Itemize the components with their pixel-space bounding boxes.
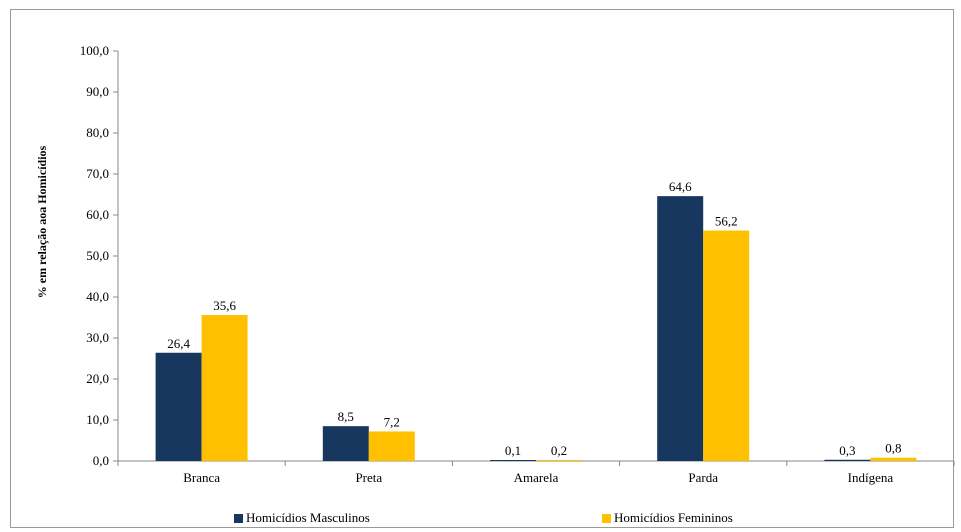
axes: 0,0 10,0 20,0 30,0 40,0 50,0 60,0 70,0 80,0 90,0 1…	[80, 43, 955, 485]
legend-swatch-femininos	[602, 513, 611, 523]
bar-masculinos	[657, 196, 704, 461]
y-tick-label: 80,0	[86, 125, 109, 140]
data-label: 7,2	[384, 414, 400, 429]
data-label: 0,3	[839, 443, 855, 458]
bar-femininos	[201, 315, 248, 461]
y-tick-label: 40,0	[86, 289, 109, 304]
y-tick-label: 60,0	[86, 207, 109, 222]
data-label: 26,4	[167, 336, 190, 351]
legend-item-femininos: Homicídios Femininos	[602, 510, 733, 526]
y-tick-label: 0,0	[93, 453, 109, 468]
y-tick-label: 70,0	[86, 166, 109, 181]
y-tick-label: 50,0	[86, 248, 109, 263]
legend-label-femininos: Homicídios Femininos	[614, 510, 733, 525]
x-tick-label: Parda	[688, 470, 718, 485]
data-label: 35,6	[213, 298, 236, 313]
data-label: 8,5	[338, 409, 354, 424]
data-label: 64,6	[669, 179, 692, 194]
bars	[155, 196, 917, 461]
y-tick-label: 100,0	[80, 43, 109, 58]
legend-label-masculinos: Homicídios Masculinos	[246, 510, 370, 525]
data-label: 56,2	[715, 214, 738, 229]
data-label: 0,2	[551, 443, 567, 458]
x-tick-label: Preta	[355, 470, 382, 485]
bar-masculinos	[322, 426, 369, 461]
bar-femininos	[368, 431, 415, 461]
data-label: 0,8	[885, 441, 901, 456]
y-tick-label: 10,0	[86, 412, 109, 427]
bar-femininos	[703, 230, 750, 461]
bar-femininos	[536, 460, 582, 461]
data-label: 0,1	[505, 443, 521, 458]
bar-masculinos	[824, 459, 871, 461]
x-tick-label: Indígena	[848, 470, 894, 485]
y-tick-label: 90,0	[86, 84, 109, 99]
x-tick-label: Amarela	[514, 470, 559, 485]
legend-swatch-masculinos	[234, 513, 243, 523]
bar-masculinos	[155, 352, 202, 461]
x-tick-label: Branca	[183, 470, 220, 485]
y-axis-label: % em relação aoa Homicídios	[35, 145, 49, 298]
data-labels: 26,4 35,6 8,5 7,2 0,1 0,2 64,6 56,2 0,3 0,8	[167, 179, 901, 458]
bar-femininos	[870, 457, 917, 461]
bar-masculinos	[490, 460, 536, 461]
y-tick-label: 20,0	[86, 371, 109, 386]
y-tick-label: 30,0	[86, 330, 109, 345]
legend-item-masculinos: Homicídios Masculinos	[234, 510, 370, 526]
